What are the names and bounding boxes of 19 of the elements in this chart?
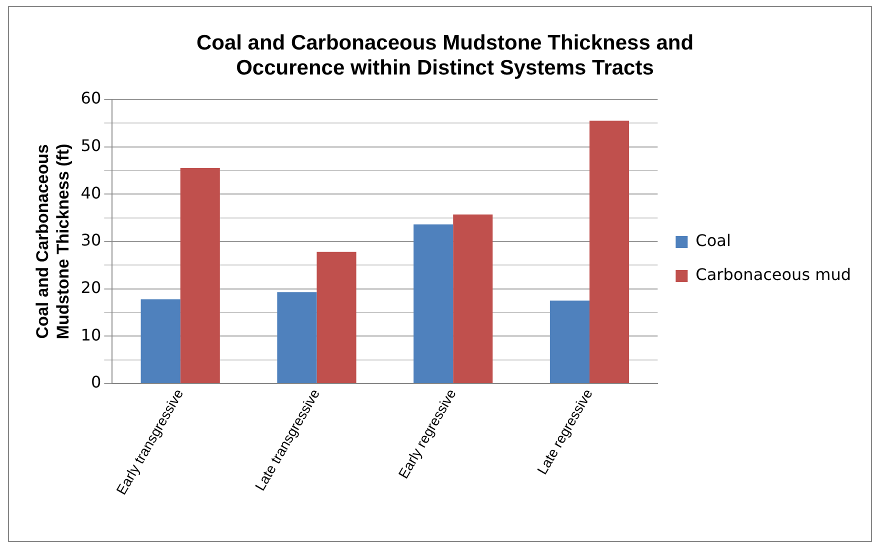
- y-tick-label: 60: [80, 88, 102, 108]
- y-tick-label: 30: [80, 230, 102, 250]
- chart-title: Coal and Carbonaceous Mudstone Thickness and Occurence within Distinct Systems Tracts: [196, 31, 694, 80]
- bar: [140, 299, 180, 384]
- y-axis-title: Coal and Carbonaceous Mudstone Thickness (ft): [32, 144, 72, 340]
- legend-label: Carbonaceous mud: [696, 265, 852, 284]
- y-tick-label: 0: [90, 372, 102, 392]
- bar: [414, 224, 454, 384]
- y-tick-label: 20: [80, 278, 102, 297]
- y-tick-label: 50: [80, 136, 102, 155]
- bar: [180, 168, 220, 384]
- y-tick-label: 10: [80, 325, 102, 344]
- y-tick-label: 40: [80, 183, 102, 202]
- bar: [277, 292, 317, 384]
- bar: [453, 214, 493, 384]
- bar: [589, 120, 630, 384]
- bar: [316, 252, 356, 384]
- bar: [550, 300, 590, 384]
- legend-label: Coal: [696, 231, 731, 250]
